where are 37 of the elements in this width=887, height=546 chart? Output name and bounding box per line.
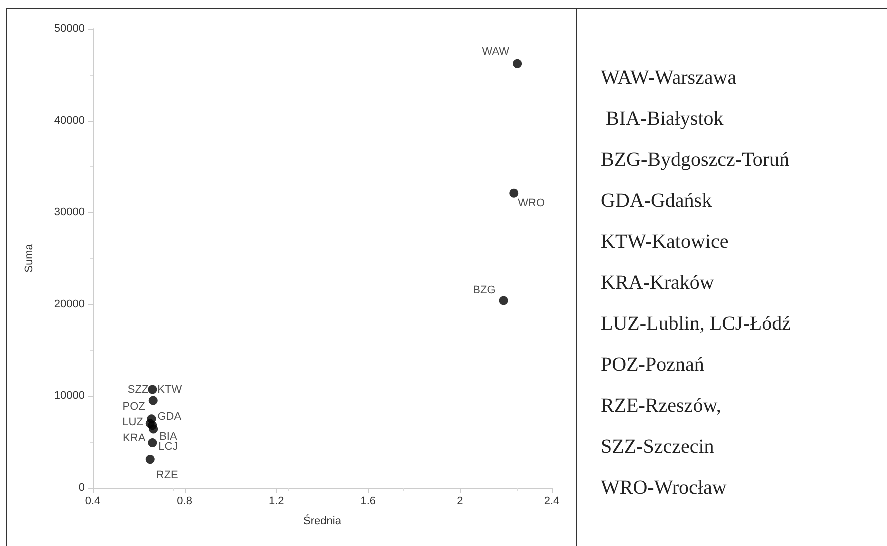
text: KTW-Katowice	[601, 230, 730, 255]
x-tick-label: 0.4	[85, 496, 101, 508]
text: BZG-Bydgoszcz-Toruń	[601, 148, 791, 173]
annotation: LCJ	[158, 441, 178, 454]
text: LUZ-Lublin, LCJ-Łódź	[601, 312, 791, 337]
annotation: LUZ	[122, 416, 144, 429]
x-tick-label: 2.4	[544, 496, 560, 508]
x-tick-label: 1.2	[268, 496, 284, 508]
text: POZ-Poznań	[601, 353, 706, 378]
y-tick-label: 40000	[54, 114, 85, 127]
text: SZZ-Szczecin	[601, 435, 716, 460]
y-tick-label: 50000	[54, 23, 85, 35]
annotation: SZZ	[128, 384, 149, 396]
annotation: WRO	[518, 197, 546, 210]
text: GDA-Gdańsk	[601, 189, 714, 214]
text: KRA-Kraków	[601, 271, 716, 296]
y-tick-label: 0	[78, 482, 85, 494]
text: BIA-Białystok	[605, 107, 725, 132]
annotation: RZE	[156, 470, 178, 482]
annotation: POZ	[122, 400, 146, 413]
text: WRO-Wrocław	[601, 476, 728, 501]
annotation: BIA	[160, 431, 178, 444]
y-tick-label: 30000	[54, 206, 85, 219]
y-tick-label: 20000	[54, 298, 85, 310]
x-tick-label: 0.8	[177, 496, 192, 508]
annotation: KTW	[158, 384, 183, 396]
x-tick-label: 2	[457, 496, 464, 508]
annotation: KRA	[123, 432, 146, 445]
annotation: BZG	[473, 284, 496, 297]
y-tick-label: 10000	[54, 390, 85, 402]
x-tick-label: 1.6	[360, 496, 376, 508]
x-axis-title: Średnia	[304, 514, 342, 528]
annotation: WAW	[482, 46, 510, 58]
text: WAW-Warszawa	[601, 66, 738, 91]
annotation: GDA	[158, 411, 182, 424]
text: RZE-Rzeszów,	[601, 394, 722, 419]
y-axis-title: Suma	[24, 243, 36, 273]
